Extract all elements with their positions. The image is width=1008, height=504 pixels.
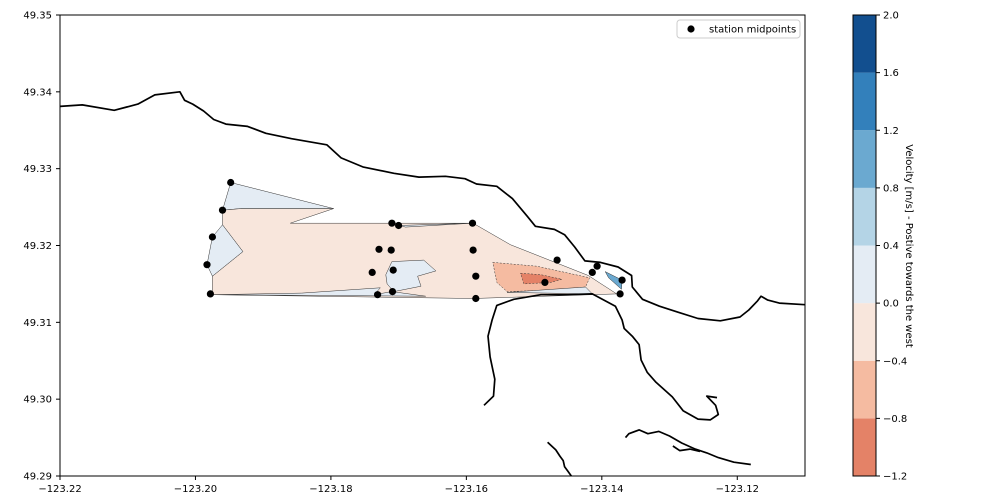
x-tick-label: −123.22 bbox=[38, 484, 81, 495]
legend-box bbox=[676, 19, 801, 39]
coastline-segment-4 bbox=[672, 445, 701, 453]
station-point-11 bbox=[368, 268, 376, 276]
contour-regions bbox=[206, 182, 623, 299]
station-point-16 bbox=[472, 294, 480, 303]
legend: station midpoints bbox=[676, 19, 801, 39]
station-point-14 bbox=[374, 291, 382, 299]
station-point-1 bbox=[218, 206, 227, 214]
legend-label: station midpoints bbox=[709, 25, 796, 36]
colorbar-tick-label: −1.2 bbox=[883, 472, 907, 483]
station-point-12 bbox=[389, 266, 397, 274]
colorbar-segment-3 bbox=[853, 245, 876, 304]
station-midpoints bbox=[203, 178, 626, 303]
colorbar-segment-5 bbox=[853, 130, 876, 188]
station-point-5 bbox=[388, 219, 396, 227]
station-point-10 bbox=[469, 246, 477, 254]
y-axis-ticks: 49.29 49.30 49.31 49.32 49.33 49.34 49.35 bbox=[23, 11, 60, 483]
station-point-4 bbox=[206, 290, 214, 298]
station-point-22 bbox=[616, 290, 624, 298]
colorbar-tick-label: −0.8 bbox=[883, 414, 907, 425]
colorbar-tick-label: 1.2 bbox=[883, 126, 899, 137]
colorbar: −1.2 −0.8 −0.4 0.0 0.4 0.8 1.2 1.6 2.0 bbox=[852, 11, 907, 483]
x-tick-label: −123.12 bbox=[716, 484, 759, 495]
station-point-6 bbox=[395, 221, 403, 230]
station-point-17 bbox=[541, 278, 549, 286]
colorbar-segment-2 bbox=[853, 303, 876, 361]
station-point-15 bbox=[388, 288, 397, 296]
colorbar-tick-label: 1.6 bbox=[883, 68, 899, 79]
station-point-2 bbox=[208, 233, 216, 241]
contour-region-4 bbox=[385, 259, 437, 292]
colorbar-tick-label: −0.4 bbox=[883, 356, 907, 367]
coastline-segment-2 bbox=[547, 441, 572, 477]
colorbar-label: Velocity [m/s] - Postive towards the wes… bbox=[903, 144, 914, 348]
contour-region-8 bbox=[604, 271, 623, 290]
coastline bbox=[59, 90, 806, 477]
station-point-8 bbox=[375, 245, 383, 253]
colorbar-tick-label: 0.0 bbox=[883, 299, 899, 310]
x-tick-label: −123.16 bbox=[445, 484, 488, 495]
station-point-9 bbox=[387, 246, 395, 254]
colorbar-segment-1 bbox=[853, 360, 876, 419]
y-tick-label: 49.33 bbox=[23, 164, 52, 175]
y-tick-label: 49.30 bbox=[23, 395, 52, 406]
colorbar-tick-label: 0.8 bbox=[883, 183, 899, 194]
colorbar-segment-6 bbox=[853, 72, 876, 131]
legend-marker bbox=[687, 25, 695, 33]
station-point-3 bbox=[203, 261, 211, 269]
x-tick-label: −123.20 bbox=[174, 484, 217, 495]
y-tick-label: 49.35 bbox=[23, 11, 52, 22]
y-tick-label: 49.31 bbox=[23, 318, 52, 329]
contour-region-7 bbox=[520, 272, 562, 285]
colorbar-segment-7 bbox=[853, 15, 876, 73]
coastline-segment-1 bbox=[483, 293, 720, 421]
colorbar-tick-label: 2.0 bbox=[883, 11, 899, 22]
coastline-segment-0 bbox=[59, 90, 806, 322]
station-point-18 bbox=[553, 256, 561, 264]
x-axis-ticks: −123.22 −123.20 −123.18 −123.16 −123.14 −123.… bbox=[38, 476, 759, 495]
station-point-21 bbox=[618, 276, 626, 284]
colorbar-segment-4 bbox=[853, 187, 876, 246]
station-point-13 bbox=[472, 272, 480, 280]
x-tick-label: −123.14 bbox=[580, 484, 623, 495]
colorbar-segment-0 bbox=[853, 418, 876, 476]
station-point-0 bbox=[227, 178, 235, 187]
station-point-19 bbox=[588, 268, 596, 276]
y-tick-label: 49.29 bbox=[23, 472, 52, 483]
station-point-7 bbox=[468, 219, 477, 227]
station-point-20 bbox=[593, 262, 601, 270]
x-tick-label: −123.18 bbox=[309, 484, 352, 495]
colorbar-tick-label: 0.4 bbox=[883, 241, 899, 252]
y-tick-label: 49.34 bbox=[23, 87, 52, 98]
y-tick-label: 49.32 bbox=[23, 241, 52, 252]
coastline-segment-3 bbox=[624, 429, 751, 466]
